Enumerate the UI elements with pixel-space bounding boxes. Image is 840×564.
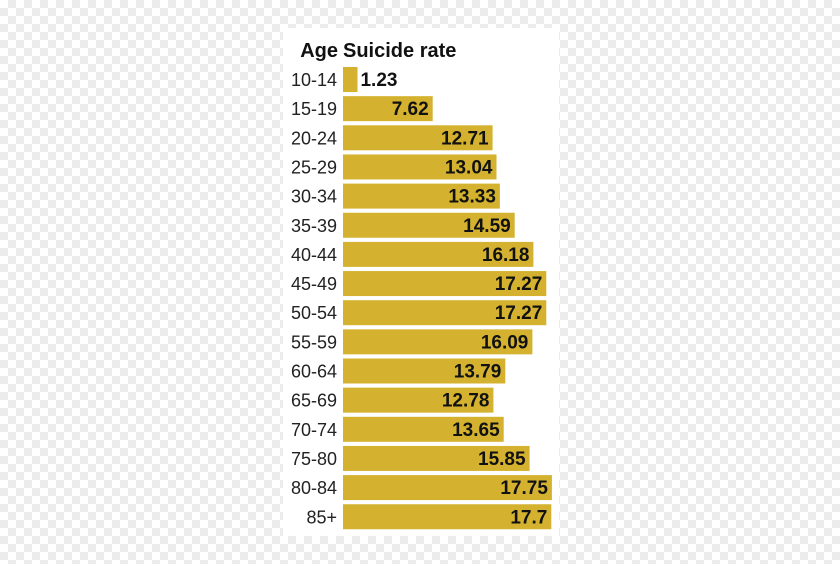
age-group-label: 10-14	[291, 70, 337, 90]
age-group-label: 45-49	[291, 274, 337, 294]
rate-bar	[343, 125, 493, 151]
rate-bar	[343, 387, 494, 413]
age-group-label: 60-64	[291, 362, 337, 382]
age-group-label: 35-39	[291, 216, 337, 236]
rate-value-label: 1.23	[360, 70, 397, 91]
rate-bar	[343, 358, 506, 384]
rate-value-label: 13.79	[454, 362, 502, 383]
rate-value-label: 13.04	[445, 157, 493, 178]
rate-value-label: 16.18	[482, 245, 530, 266]
age-group-label: 30-34	[291, 187, 337, 207]
age-group-label: 80-84	[291, 478, 337, 498]
rate-bar	[343, 96, 433, 122]
rate-value-label: 13.33	[448, 187, 496, 208]
rate-bar	[343, 67, 358, 92]
age-group-label: 15-19	[291, 99, 337, 119]
age-group-label: 25-29	[291, 157, 337, 177]
age-group-label: 50-54	[291, 303, 337, 323]
rate-bar	[343, 271, 547, 297]
rate-value-label: 16.09	[481, 332, 529, 353]
rate-bar	[343, 183, 500, 209]
rate-bar	[343, 212, 515, 238]
rate-bar	[343, 300, 547, 326]
rate-value-label: 17.7	[510, 507, 547, 528]
age-group-label: 75-80	[291, 449, 337, 469]
age-group-label: 85+	[306, 507, 337, 527]
rate-value-label: 15.85	[478, 449, 526, 470]
chart-rows: 10-14 1.23 15-19 7.62 20-24 12.71 25-29 13.04 30…	[291, 67, 552, 530]
rate-bar	[343, 241, 534, 267]
rate-bar	[343, 329, 533, 355]
age-group-label: 65-69	[291, 391, 337, 411]
rate-value-label: 7.62	[392, 99, 429, 120]
rate-bar	[343, 445, 530, 471]
rate-bar	[343, 154, 497, 180]
age-column-header: Age	[300, 40, 338, 62]
rate-bar	[343, 416, 504, 442]
rate-value-label: 17.75	[500, 478, 548, 499]
age-group-label: 20-24	[291, 128, 337, 148]
suicide-rate-column-header: Suicide rate	[343, 40, 456, 62]
age-group-label: 55-59	[291, 332, 337, 352]
rate-value-label: 12.78	[442, 391, 490, 412]
age-group-label: 70-74	[291, 420, 337, 440]
rate-value-label: 17.27	[495, 274, 543, 295]
rate-bar	[343, 475, 552, 501]
age-group-label: 40-44	[291, 245, 337, 265]
rate-bar	[343, 504, 552, 530]
rate-value-label: 13.65	[452, 420, 500, 441]
rate-value-label: 17.27	[495, 303, 543, 324]
rate-value-label: 14.59	[463, 216, 511, 237]
rate-value-label: 12.71	[441, 128, 489, 149]
